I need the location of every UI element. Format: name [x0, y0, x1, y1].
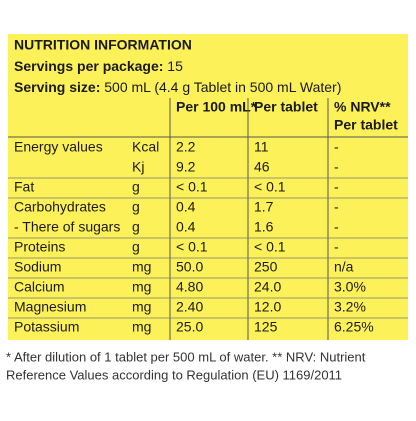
per-100ml: 0.4 [176, 199, 196, 215]
per-tablet: 1.6 [254, 219, 274, 235]
per-100ml: 4.80 [176, 279, 203, 295]
nrv: 3.2% [334, 299, 366, 315]
row-name: Energy values [14, 139, 103, 155]
column-header: Per tablet [254, 99, 318, 115]
per-tablet: 12.0 [254, 299, 281, 315]
unit: mg [132, 259, 151, 275]
per-tablet: 125 [254, 319, 278, 335]
row-name: Proteins [14, 239, 65, 255]
unit: mg [132, 299, 151, 315]
servings: Servings per package: 15 [14, 58, 183, 74]
column-header: Per tablet [334, 117, 398, 133]
servings-label: Servings per package: [14, 58, 163, 74]
nrv: - [334, 239, 339, 255]
unit: g [132, 219, 140, 235]
nrv: n/a [334, 259, 354, 275]
unit: g [132, 239, 140, 255]
column-header: Per 100 mL* [176, 99, 257, 115]
unit: mg [132, 279, 151, 295]
per-100ml: 0.4 [176, 219, 196, 235]
per-100ml: 25.0 [176, 319, 203, 335]
per-100ml: < 0.1 [176, 179, 208, 195]
nrv: - [334, 179, 339, 195]
unit: Kcal [132, 139, 159, 155]
per-tablet: 1.7 [254, 199, 274, 215]
column-header: % NRV** [334, 99, 391, 115]
title: NUTRITION INFORMATION [14, 37, 192, 53]
servings-value: 15 [167, 58, 183, 74]
per-100ml: 50.0 [176, 259, 203, 275]
unit: g [132, 199, 140, 215]
row-name: Sodium [14, 259, 61, 275]
per-100ml: 2.2 [176, 139, 196, 155]
unit: Kj [132, 159, 144, 175]
nrv: - [334, 219, 339, 235]
per-tablet: 11 [254, 139, 269, 155]
per-tablet: < 0.1 [254, 179, 286, 195]
yellow-panel [8, 34, 408, 340]
per-100ml: 2.40 [176, 299, 203, 315]
per-100ml: 9.2 [176, 159, 196, 175]
row-name: Calcium [14, 279, 65, 295]
unit: mg [132, 319, 151, 335]
per-tablet: 250 [254, 259, 278, 275]
unit: g [132, 179, 140, 195]
nrv: - [334, 139, 339, 155]
row-name: - There of sugars [14, 219, 120, 235]
nrv: 3.0% [334, 279, 366, 295]
serving-size: Serving size: 500 mL (4.4 g Tablet in 50… [14, 79, 341, 95]
footnote: * After dilution of 1 tablet per 500 mL … [6, 349, 366, 364]
nrv: - [334, 199, 339, 215]
per-tablet: 24.0 [254, 279, 281, 295]
row-name: Magnesium [14, 299, 86, 315]
nrv: 6.25% [334, 319, 374, 335]
serving-size-value: 500 mL (4.4 g Tablet in 500 mL Water) [104, 79, 341, 95]
per-tablet: 46 [254, 159, 270, 175]
per-100ml: < 0.1 [176, 239, 208, 255]
per-tablet: < 0.1 [254, 239, 286, 255]
row-name: Fat [14, 179, 34, 195]
nrv: - [334, 159, 339, 175]
row-name: Carbohydrates [14, 199, 106, 215]
footnote: Reference Values according to Regulation… [6, 367, 342, 382]
row-name: Potassium [14, 319, 79, 335]
serving-size-label: Serving size: [14, 79, 100, 95]
